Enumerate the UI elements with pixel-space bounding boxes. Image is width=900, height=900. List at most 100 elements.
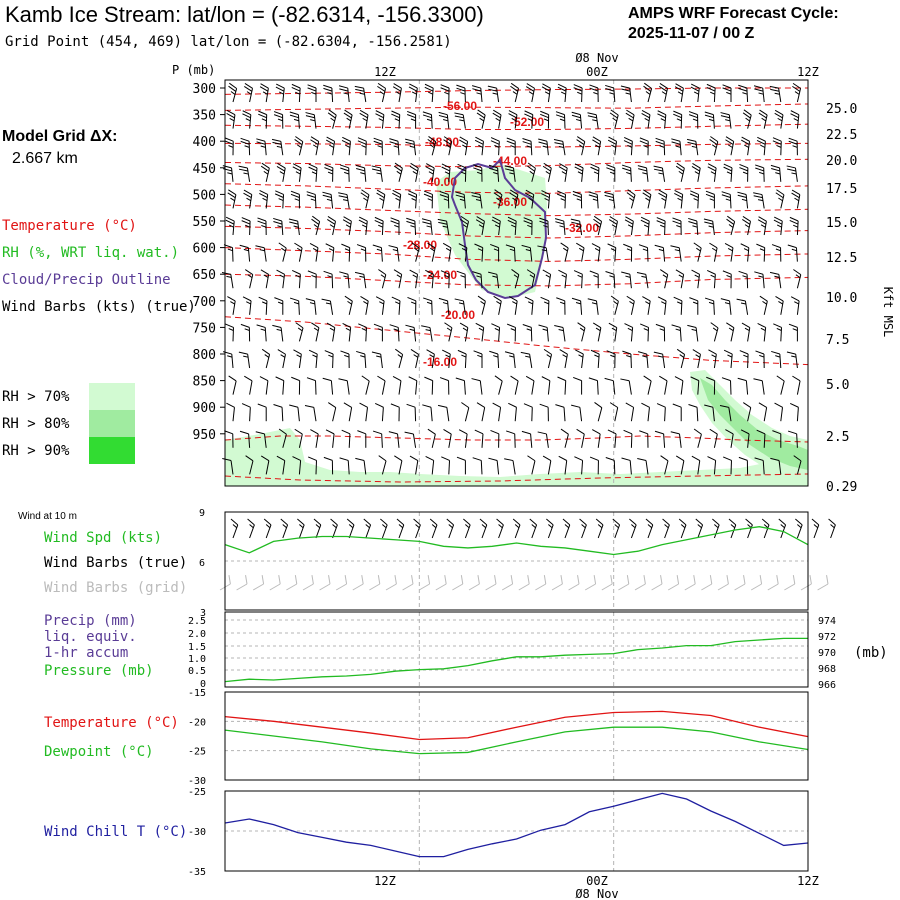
wind-barb (390, 217, 400, 235)
wind-barb (625, 402, 635, 422)
wind-barb (458, 429, 468, 448)
wind-barb (388, 431, 400, 448)
wind-barb (576, 428, 585, 448)
wind-barb (322, 377, 334, 395)
precip-accum-label: 1-hr accum (44, 645, 128, 661)
wind-barb (792, 82, 802, 103)
precip-pressure-panel: Precip (mm) liq. equiv. 1-hr accum Press… (44, 608, 888, 691)
wind-barb (742, 216, 751, 236)
wind-barb (626, 295, 635, 315)
wind-barb (442, 242, 452, 262)
wind-barb (738, 270, 749, 289)
wind-barb (527, 455, 536, 475)
rh-90-swatch (89, 437, 135, 464)
wind-barb (454, 298, 466, 315)
wind-barb (473, 350, 483, 368)
precip-label: Precip (mm) (44, 613, 137, 629)
wind-barb (342, 216, 352, 236)
wind-barb (791, 189, 801, 209)
wind-barb (704, 111, 715, 129)
wind-barb (489, 350, 500, 369)
wind-barb (402, 575, 414, 591)
wind-barb (440, 84, 450, 103)
wind-barb (706, 270, 716, 289)
wind-barb (239, 244, 251, 262)
wind-barb (592, 322, 602, 342)
wind-barb (674, 189, 684, 209)
wind-barb (485, 575, 497, 591)
wind-barb (421, 325, 433, 342)
wind-barb (437, 404, 450, 422)
wind-barb (518, 575, 530, 591)
wind-barb (756, 136, 766, 156)
wind-barb (737, 377, 749, 395)
wind-barb (274, 297, 284, 315)
wind-barb (529, 518, 538, 539)
wind-barb (712, 518, 720, 539)
isotherm-line (224, 204, 809, 217)
wind-barb (522, 137, 533, 156)
wind-barb (405, 324, 417, 342)
wind-barb (789, 216, 799, 236)
wind-barb (422, 404, 433, 422)
temp-tick-label: -20 (188, 717, 206, 728)
wind-barb (772, 430, 782, 448)
legend-cloud-outline: Cloud/Precip Outline (2, 272, 171, 288)
wind-barb (525, 83, 535, 103)
wind-chill-tick-label: -25 (188, 787, 206, 798)
precip-tick-label: 2.0 (188, 629, 206, 640)
wind-barb (558, 163, 568, 182)
pressure-tick-label: 750 (193, 321, 216, 336)
wind-barb (325, 136, 336, 156)
wind-barb (307, 84, 317, 102)
pressure-tick-label: 500 (193, 188, 216, 203)
precip-liq-label: liq. equiv. (44, 629, 137, 645)
wind-barb (255, 431, 267, 448)
rh-90-label: RH > 90% (2, 443, 70, 459)
wind-barb (321, 298, 334, 315)
wind-barb (643, 82, 653, 103)
wind-barb (260, 269, 270, 289)
wind-barb (228, 82, 238, 103)
wind-barb (589, 270, 599, 289)
wind-barb (236, 575, 248, 591)
wind-barb (688, 111, 699, 129)
wind-barb (224, 430, 234, 448)
wind-barb (280, 518, 289, 539)
wind-barb (538, 138, 549, 156)
wind-barb (721, 191, 732, 209)
pressure-tick-label: 900 (193, 401, 216, 416)
wind-barb (488, 164, 500, 182)
wind-barb (425, 163, 435, 182)
wind-barb (423, 190, 433, 209)
wind-barb (737, 191, 749, 209)
wind-barb (655, 137, 666, 156)
wind-barb (310, 136, 320, 156)
wind-barb (828, 518, 836, 539)
wind-barb (476, 402, 486, 422)
isotherm-line (224, 87, 808, 95)
wind-barb (439, 191, 450, 209)
wind-barb (525, 375, 535, 395)
bottom-date-label: Ø8 Nov (575, 887, 618, 900)
wind-barb (618, 575, 630, 591)
wind-barb (637, 458, 649, 475)
wind-barb (278, 428, 287, 448)
kft-axis-label: Kft MSL (881, 287, 895, 338)
wind-barb (490, 429, 500, 448)
wind-barb (355, 164, 367, 182)
wind-barb (375, 296, 385, 315)
wind-barb (471, 85, 483, 103)
wind-barb (224, 137, 234, 156)
wind-barb (537, 245, 549, 262)
wind-barb (759, 295, 768, 315)
wind-barb (361, 375, 370, 395)
wind-barb (238, 165, 251, 182)
wind-barb (373, 323, 383, 342)
rh-80-label: RH > 80% (2, 416, 70, 432)
wind-barb (625, 109, 635, 129)
wind-barb (524, 110, 534, 129)
wind-barb (770, 457, 782, 475)
wind-barbs-grid-label: Wind Barbs (grid) (44, 580, 187, 596)
pressure-tick-label: 972 (818, 632, 836, 643)
